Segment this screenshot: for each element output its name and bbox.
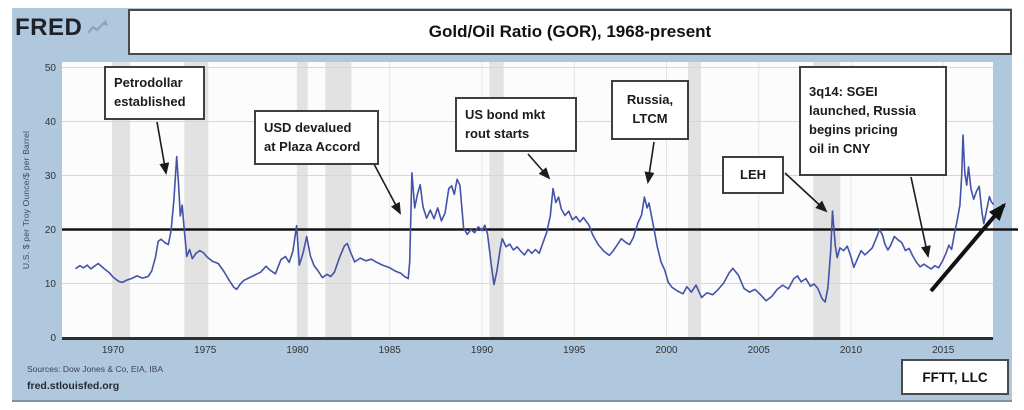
annotation-russia-ltcm-text: LTCM	[632, 111, 668, 126]
x-tick-label: 1975	[194, 345, 217, 356]
annotation-sgei-text: begins pricing	[809, 122, 898, 137]
fred-logo-text: FRED	[15, 14, 83, 41]
x-tick-label: 1995	[563, 345, 586, 356]
annotation-russia-ltcm-arrow	[644, 141, 655, 184]
chart-title-box: Gold/Oil Ratio (GOR), 1968-present	[128, 9, 1012, 55]
y-tick-label: 50	[45, 63, 57, 74]
x-tick-label: 2005	[748, 345, 771, 356]
fred-logo: FRED	[15, 14, 110, 42]
annotation-sgei-text: 3q14: SGEI	[809, 84, 878, 100]
recession-band	[325, 62, 352, 339]
annotation-bond-rout-text: rout starts	[465, 125, 530, 141]
annotation-plaza-accord: USD devalued at Plaza Accord	[254, 110, 379, 165]
y-tick-label: 0	[50, 333, 56, 344]
annotation-sgei-arrow	[910, 176, 931, 258]
annotation-russia-ltcm-text: Russia,	[626, 92, 674, 108]
annotation-leh-arrow	[784, 172, 828, 213]
annotation-plaza-accord-text: at Plaza Accord	[264, 138, 361, 154]
x-tick-label: 2015	[932, 345, 955, 356]
sources-note: Sources: Dow Jones & Co, EIA, IBA	[27, 364, 164, 374]
fred-sparkline-icon	[87, 20, 109, 34]
annotation-petrodollar: Petrodollar established	[104, 66, 205, 120]
annotation-petrodollar-text: Petrodollar	[114, 75, 183, 91]
gor-series-line	[75, 134, 994, 303]
annotation-sgei-text: launched, Russia	[809, 103, 916, 119]
x-tick-label: 1985	[379, 345, 402, 356]
x-tick-label: 1980	[286, 345, 309, 356]
x-tick-label: 1990	[471, 345, 494, 356]
annotation-sgei: 3q14: SGEI launched, Russia begins pricing…	[799, 66, 947, 176]
annotation-plaza-accord-arrow	[373, 163, 401, 215]
recession-band	[112, 62, 130, 339]
annotation-sgei-text: oil in CNY	[809, 140, 871, 156]
annotation-petrodollar-text: established	[114, 94, 186, 109]
x-tick-label: 1970	[102, 345, 125, 356]
annotation-plaza-accord-text: USD devalued	[264, 119, 352, 135]
recession-band	[296, 62, 308, 339]
uptrend-arrow	[929, 202, 1006, 293]
x-tick-label: 2000	[655, 345, 678, 356]
x-tick-label: 2010	[840, 345, 863, 356]
chart-title: Gold/Oil Ratio (GOR), 1968-present	[428, 22, 712, 41]
fftt-brand-box: FFTT, LLC	[901, 359, 1009, 395]
recession-band	[688, 62, 701, 339]
annotation-bond-rout-text: US bond mkt	[465, 106, 546, 122]
annotation-bond-rout: US bond mkt rout starts	[455, 97, 577, 152]
annotation-leh: LEH	[722, 156, 784, 194]
y-tick-label: 30	[45, 171, 57, 182]
annotation-russia-ltcm: Russia, LTCM	[611, 80, 689, 140]
annotation-petrodollar-arrow	[156, 121, 170, 175]
annotation-bond-rout-arrow	[527, 153, 551, 180]
y-tick-label: 20	[45, 225, 57, 236]
annotation-leh-text: LEH	[740, 166, 766, 182]
y-tick-label: 10	[45, 279, 57, 290]
y-axis-label: U.S. $ per Troy Ounce/$ per Barrel	[21, 130, 31, 270]
fred-url: fred.stlouisfed.org	[27, 380, 120, 392]
y-tick-label: 40	[45, 117, 57, 128]
